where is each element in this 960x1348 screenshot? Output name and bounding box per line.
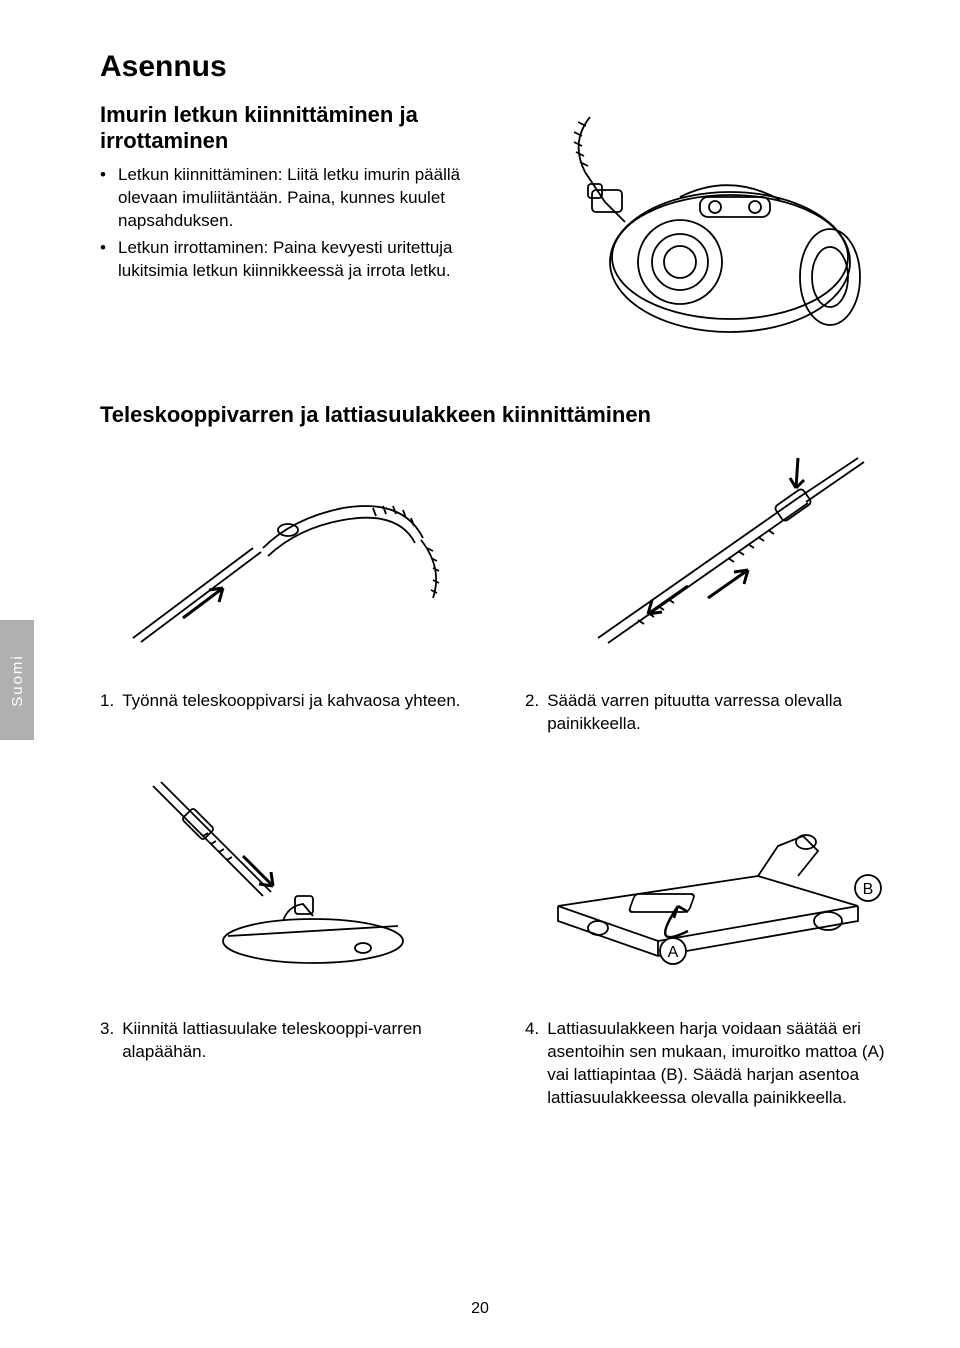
- caption-1: 1. Työnnä teleskooppivarsi ja kahvaosa y…: [100, 690, 465, 736]
- floorhead-switch-icon: A B: [528, 776, 888, 976]
- caption-4: 4. Lattiasuulakkeen harja voidaan säätää…: [525, 1018, 890, 1110]
- section-wand-heading: Teleskooppivarren ja lattiasuulakkeen ki…: [100, 402, 890, 428]
- caption-2: 2. Säädä varren pituutta varressa oleval…: [525, 690, 890, 736]
- caption-3: 3. Kiinnitä lattiasuulake teleskooppi-va…: [100, 1018, 465, 1110]
- label-a: A: [667, 944, 678, 961]
- caption-3-text: Kiinnitä lattiasuulake teleskooppi-varre…: [122, 1018, 465, 1110]
- figure-1: [100, 448, 465, 660]
- bullet-attach: Letkun kiinnittäminen: Liitä letku imuri…: [100, 164, 480, 233]
- page-title: Asennus: [100, 50, 890, 84]
- figure-2: [525, 448, 890, 660]
- caption-3-num: 3.: [100, 1018, 114, 1110]
- caption-1-num: 1.: [100, 690, 114, 736]
- language-tab: Suomi: [0, 620, 34, 740]
- caption-4-text: Lattiasuulakkeen harja voidaan säätää er…: [547, 1018, 890, 1110]
- figure-row-1: [100, 448, 890, 660]
- attach-floorhead-icon: [113, 776, 453, 976]
- caption-2-text: Säädä varren pituutta varressa olevalla …: [547, 690, 890, 736]
- figure-4: A B: [525, 776, 890, 988]
- caption-row-1: 1. Työnnä teleskooppivarsi ja kahvaosa y…: [100, 690, 890, 736]
- figure-row-2: A B: [100, 776, 890, 988]
- vacuum-illustration: [510, 102, 890, 352]
- caption-1-text: Työnnä teleskooppivarsi ja kahvaosa yhte…: [122, 690, 465, 736]
- handle-wand-icon: [113, 448, 453, 648]
- section-hose-bullets: Letkun kiinnittäminen: Liitä letku imuri…: [100, 164, 480, 283]
- telescopic-adjust-icon: [538, 448, 878, 648]
- language-tab-label: Suomi: [9, 654, 26, 707]
- caption-2-num: 2.: [525, 690, 539, 736]
- page-number: 20: [0, 1300, 960, 1318]
- section-hose-text: Imurin letkun kiinnittäminen ja irrottam…: [100, 102, 480, 352]
- bullet-detach: Letkun irrottaminen: Paina kevyesti urit…: [100, 237, 480, 283]
- section-hose-heading: Imurin letkun kiinnittäminen ja irrottam…: [100, 102, 480, 154]
- figure-3: [100, 776, 465, 988]
- caption-row-2: 3. Kiinnitä lattiasuulake teleskooppi-va…: [100, 1018, 890, 1110]
- caption-4-num: 4.: [525, 1018, 539, 1110]
- label-b: B: [862, 881, 873, 898]
- vacuum-icon: [530, 102, 870, 352]
- section-hose: Imurin letkun kiinnittäminen ja irrottam…: [100, 102, 890, 352]
